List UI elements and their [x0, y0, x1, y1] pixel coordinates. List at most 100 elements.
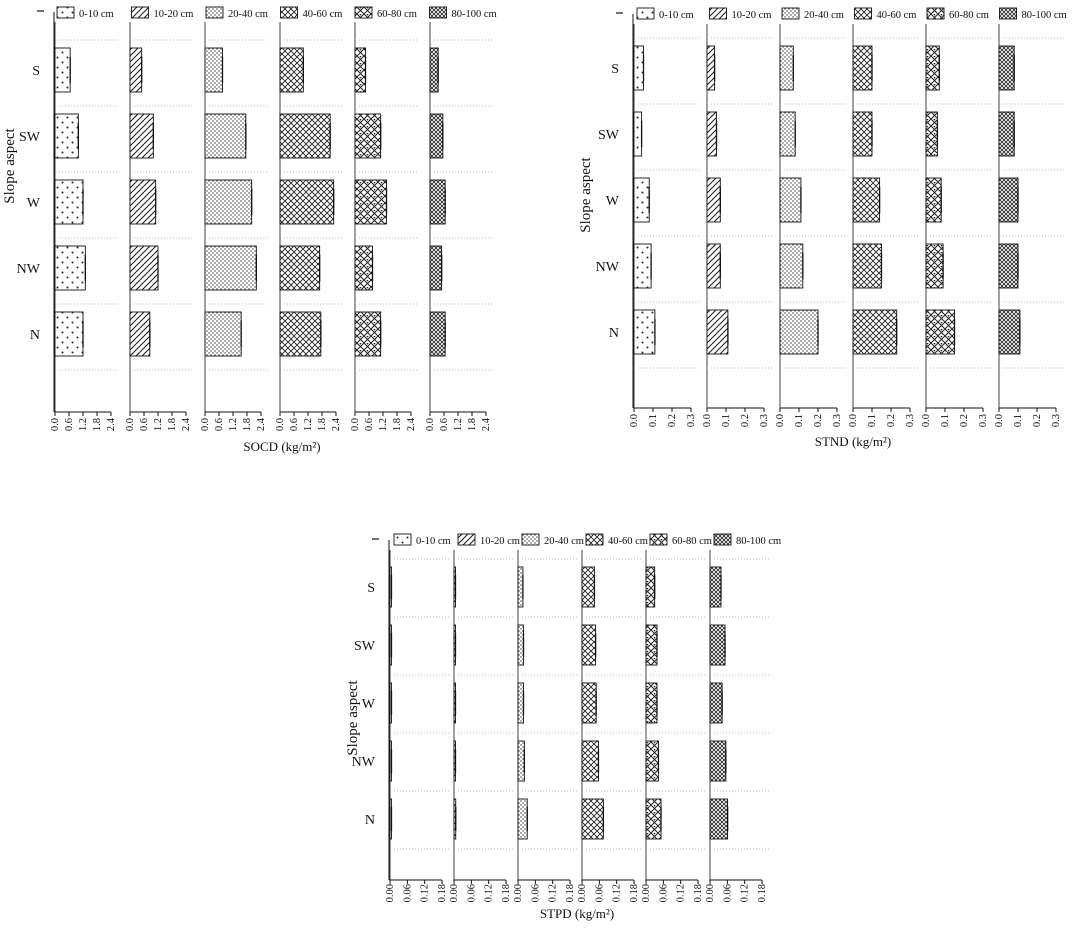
x-tick-label: 0.1 [648, 414, 659, 427]
legend-label: 80-100 cm [736, 536, 781, 547]
bar-10-20cm-N [706, 309, 729, 355]
x-tick-label: 0.00 [705, 884, 716, 902]
x-tick-label: 0.2 [886, 414, 897, 427]
bar-80-100cm-W [709, 682, 723, 724]
bar-60-80cm-NW [925, 243, 944, 289]
legend-label: 0-10 cm [659, 10, 694, 21]
x-tick-label: 0.0 [50, 418, 61, 431]
bar-80-100cm-NW [709, 740, 727, 782]
category-label: W [27, 196, 41, 211]
x-tick-label: 0.3 [1051, 414, 1062, 427]
legend-swatch [926, 7, 945, 20]
bar-10-20cm-SW [706, 111, 717, 157]
bar-60-80cm-W [645, 682, 658, 724]
legend-swatch [280, 6, 298, 19]
bar-60-80cm-S [925, 45, 940, 91]
bar-80-100cm-SW [709, 624, 726, 666]
bar-20-40cm-SW [517, 624, 524, 666]
x-tick-label: 0.18 [437, 884, 448, 902]
bar-10-20cm-SW [129, 113, 154, 159]
bar-40-60cm-W [852, 177, 881, 223]
bar-40-60cm-NW [581, 740, 599, 782]
bar-20-40cm-SW [779, 111, 796, 157]
bar-20-40cm-NW [517, 740, 525, 782]
x-tick-label: 0.0 [125, 418, 136, 431]
x-tick-label: 1.8 [167, 418, 178, 431]
bar-40-60cm-SW [279, 113, 331, 159]
x-tick-label: 0.2 [1032, 414, 1043, 427]
x-tick-label: 0.12 [676, 884, 687, 902]
legend-swatch [429, 6, 447, 19]
bar-0-10cm-S [54, 47, 71, 93]
legend-swatch [854, 7, 872, 20]
legend-label: 0-10 cm [416, 536, 451, 547]
x-tick-label: 0.6 [214, 418, 225, 431]
legend-label: 80-100 cm [452, 9, 497, 20]
category-label: N [30, 328, 40, 343]
bar-80-100cm-NW [998, 243, 1019, 289]
x-tick-label: 0.06 [466, 884, 477, 902]
x-tick-label: 0.06 [722, 884, 733, 902]
x-tick-label: 0.6 [289, 418, 300, 431]
x-tick-label: 0.3 [978, 414, 989, 427]
legend-label: 20-40 cm [228, 9, 268, 20]
legend-swatch [521, 533, 540, 546]
x-tick-label: 0.18 [565, 884, 576, 902]
bar-80-100cm-S [709, 566, 722, 608]
bar-40-60cm-N [279, 311, 322, 357]
bar-80-100cm-W [429, 179, 446, 225]
x-tick-label: 0.0 [629, 414, 640, 427]
x-tick-label: 0.3 [686, 414, 697, 427]
category-label: S [367, 581, 375, 596]
bar-60-80cm-S [645, 566, 656, 608]
bar-0-10cm-NW [54, 245, 86, 291]
bar-10-20cm-S [706, 45, 716, 91]
x-tick-label: 0.2 [959, 414, 970, 427]
legend-swatch [999, 7, 1017, 20]
legend-swatch [636, 7, 655, 20]
bar-0-10cm-S [633, 45, 644, 91]
bar-40-60cm-NW [279, 245, 321, 291]
x-tick-label: 0.1 [940, 414, 951, 427]
x-tick-label: 0.1 [1013, 414, 1024, 427]
x-tick-label: 0.2 [667, 414, 678, 427]
x-tick-label: 0.2 [813, 414, 824, 427]
bar-60-80cm-S [354, 47, 366, 93]
legend: 0-10 cm 10-20 cm 20-40 cm 40-60 cm 60-80 cm 8… [393, 533, 781, 547]
bar-80-100cm-S [429, 47, 439, 93]
bar-40-60cm-SW [581, 624, 597, 666]
x-tick-label: 0.18 [501, 884, 512, 902]
x-tick-label: 0.00 [449, 884, 460, 902]
x-tick-label: 0.0 [921, 414, 932, 427]
legend-swatch [457, 533, 476, 546]
bar-20-40cm-SW [204, 113, 247, 159]
x-tick-label: 0.06 [658, 884, 669, 902]
bar-80-100cm-N [709, 798, 729, 840]
category-label: SW [598, 128, 620, 143]
legend-label: 10-20 cm [154, 9, 194, 20]
x-tick-label: 2.4 [406, 417, 417, 431]
bar-60-80cm-SW [354, 113, 382, 159]
x-tick-label: 2.4 [106, 417, 117, 431]
bar-80-100cm-SW [429, 113, 444, 159]
x-tick-label: 2.4 [181, 417, 192, 431]
legend-label: 40-60 cm [303, 9, 343, 20]
legend-swatch [713, 533, 732, 546]
x-tick-label: 0.0 [702, 414, 713, 427]
x-tick-label: 0.00 [577, 884, 588, 902]
category-label: NW [596, 260, 620, 275]
x-tick-label: 1.2 [303, 418, 314, 431]
x-tick-label: 0.0 [275, 418, 286, 431]
legend-label: 60-80 cm [949, 10, 989, 21]
x-tick-label: 0.18 [757, 884, 768, 902]
x-tick-label: 0.3 [905, 414, 916, 427]
bar-40-60cm-N [852, 309, 898, 355]
legend-swatch [649, 533, 668, 546]
legend: 0-10 cm 10-20 cm 20-40 cm 40-60 cm 60-80 cm 8… [636, 7, 1067, 21]
legend-label: 40-60 cm [608, 536, 648, 547]
bar-20-40cm-W [517, 682, 524, 724]
legend-swatch [585, 533, 604, 546]
bar-0-10cm-SW [54, 113, 79, 159]
